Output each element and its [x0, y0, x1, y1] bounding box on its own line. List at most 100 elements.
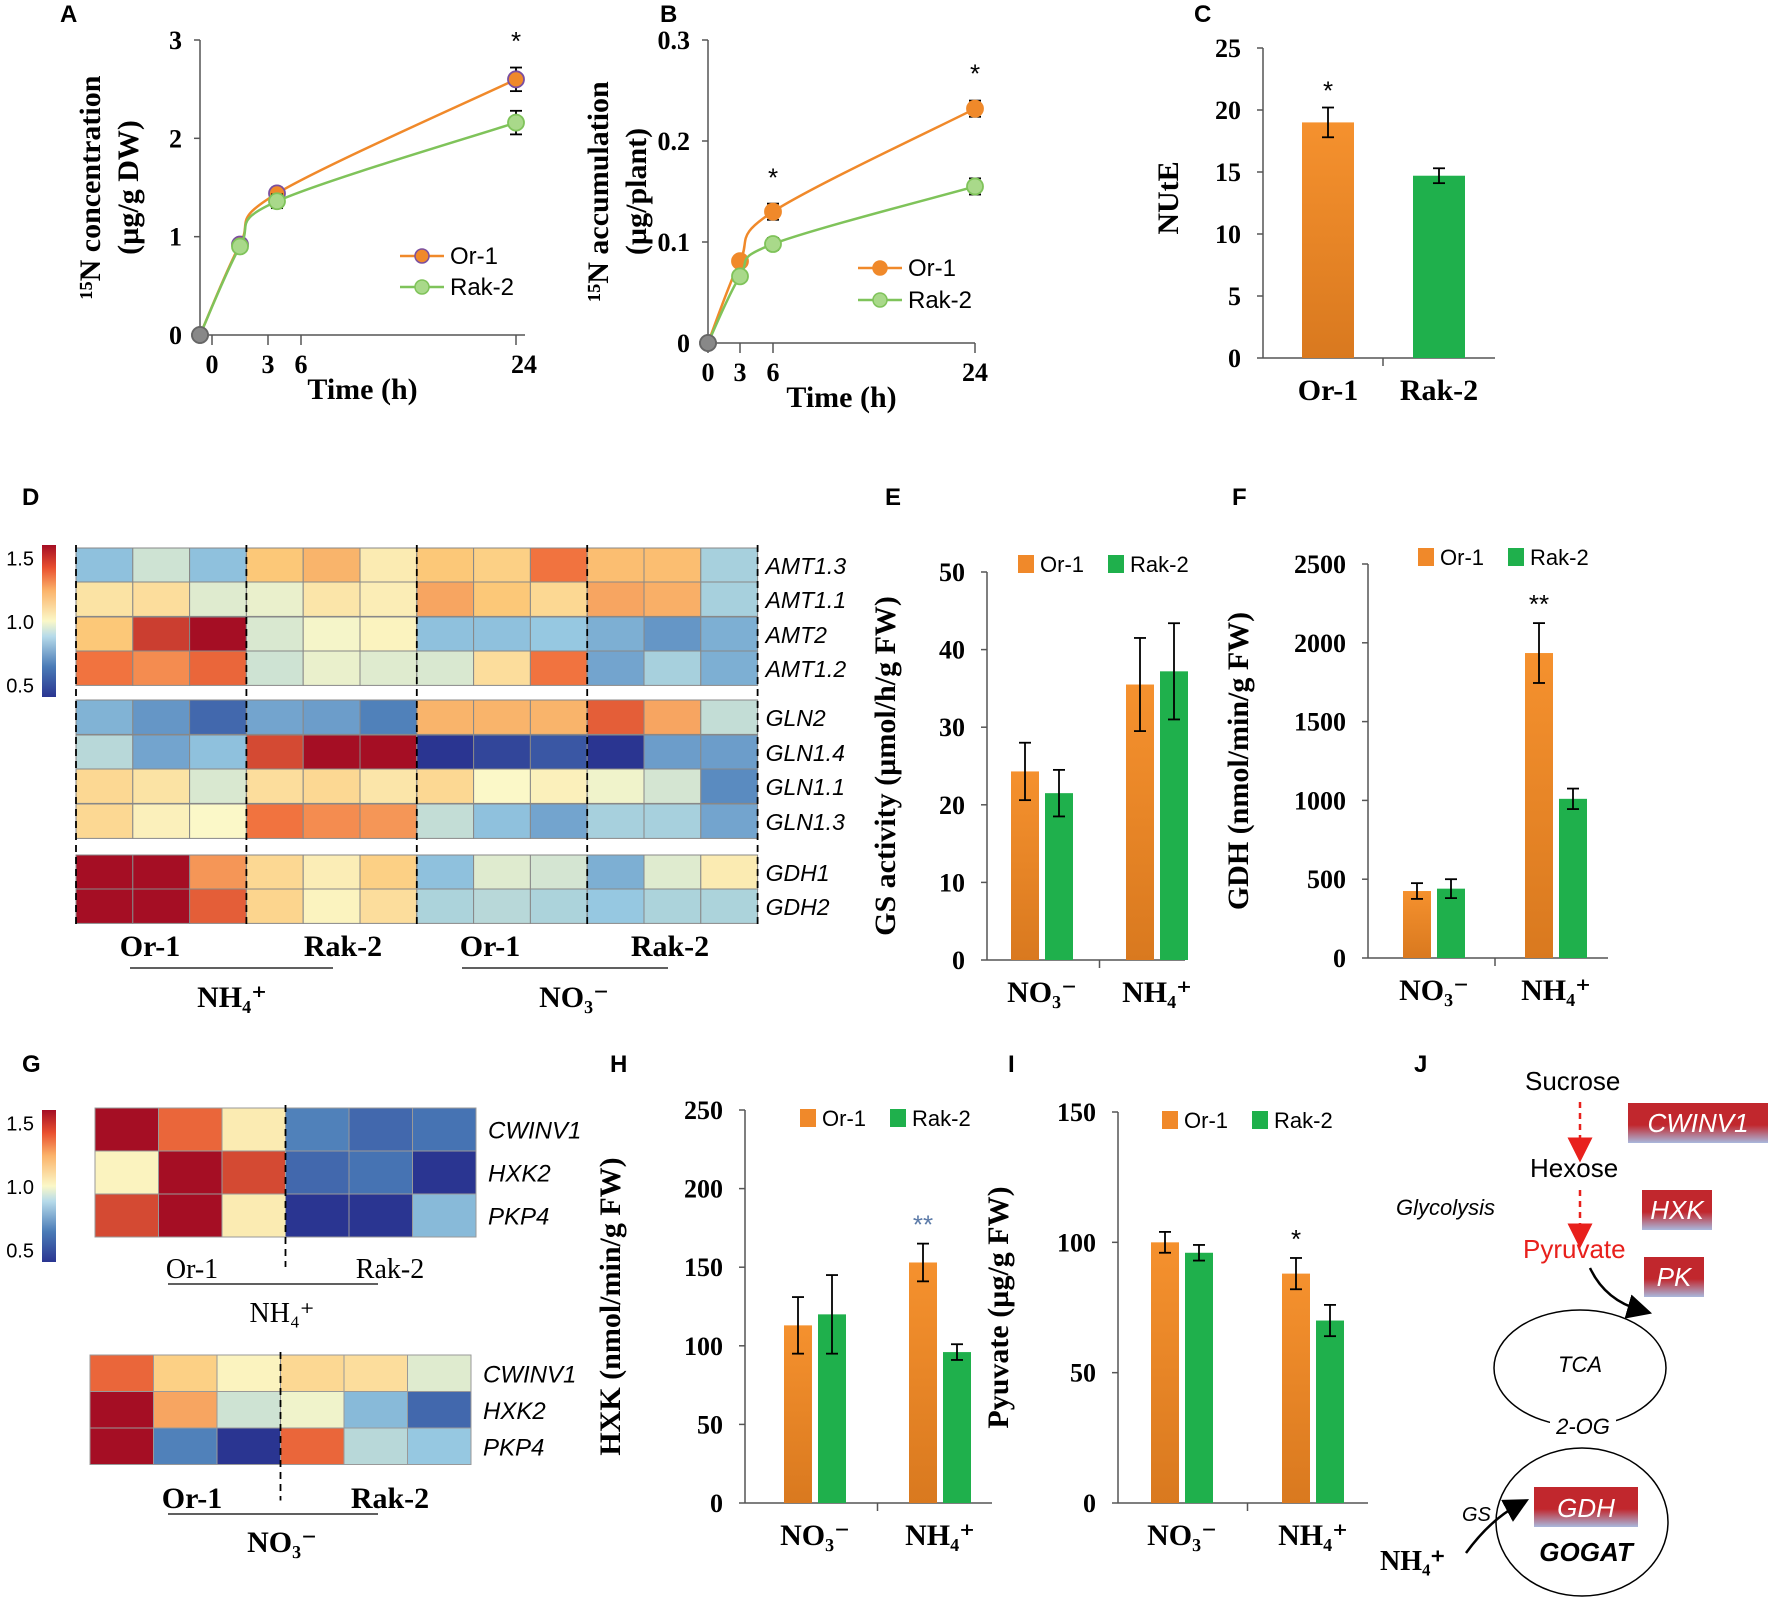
legend: Or-1 Rak-2	[1418, 545, 1589, 570]
gene-label: GLN1.1	[766, 774, 845, 800]
y-tick-label: 15	[1215, 158, 1241, 187]
gene-label: CWINV1	[483, 1361, 576, 1388]
panel-h-bar-chart: 0 50 100 150 200 250 NO₃⁻ NH₄⁺ ** Or-1 Rak-2 HXK (n…	[594, 1096, 992, 1552]
y-tick-label: 100	[1057, 1228, 1096, 1257]
two-og-label: 2-OG	[1555, 1414, 1610, 1439]
data-point-rak-2	[268, 192, 286, 211]
y-tick-label: 200	[684, 1175, 723, 1204]
legend: Or-1 Rak-2	[858, 255, 972, 314]
column-group-label: Or-1	[166, 1254, 218, 1285]
heatmap-cell	[643, 547, 702, 583]
bar-rak-2	[943, 1352, 971, 1503]
bar-or-1	[1011, 771, 1039, 960]
heatmap-cell	[245, 616, 304, 652]
heatmap-cell	[280, 1354, 345, 1392]
panel-letter-b: B	[660, 1, 677, 28]
legend-or1-swatch	[1162, 1111, 1178, 1129]
y-axis-label-line1: ¹⁵N accumulation	[582, 81, 615, 302]
heatmap-cell	[94, 1150, 159, 1195]
heatmap-cell	[586, 734, 645, 770]
heatmap-cell	[189, 547, 247, 583]
bar-or-1	[1525, 653, 1553, 958]
heatmap-cell	[302, 888, 361, 924]
significance-star: *	[1323, 76, 1333, 106]
y-tick-label: 20	[1215, 96, 1241, 125]
y-tick-label: 3	[169, 26, 182, 55]
heatmap-cell	[359, 699, 418, 735]
bar-rak-2	[1045, 793, 1073, 960]
legend-rak2-swatch	[890, 1109, 906, 1127]
heatmap-cell	[359, 803, 418, 839]
heatmap-cell	[343, 1354, 408, 1392]
treatment-label: NO₃⁻	[539, 981, 609, 1014]
heatmap-cell	[280, 1427, 345, 1465]
legend-rak2-swatch	[1108, 555, 1124, 573]
heatmap-cell	[700, 768, 759, 804]
x-tick-label: Or-1	[1298, 374, 1359, 407]
y-axis-label-line2: (µg/plant)	[620, 128, 653, 255]
heatmap-cell	[529, 581, 588, 617]
y-tick-label: 2000	[1294, 629, 1346, 658]
data-point-or-1	[764, 202, 782, 221]
y-tick-label: 1000	[1294, 786, 1346, 815]
heatmap-cell	[285, 1150, 350, 1195]
heatmap-cell	[189, 616, 247, 652]
heatmap-cell	[412, 1193, 477, 1238]
x-tick-label: 0	[702, 358, 715, 387]
pyruvate-to-tca-arrow	[1588, 1267, 1653, 1319]
pyruvate-label: Pyruvate	[1523, 1234, 1626, 1264]
gene-label: GLN1.4	[766, 740, 845, 766]
heatmap-cell	[189, 888, 247, 924]
panel-letter-a: A	[60, 1, 77, 28]
heatmap-cell	[359, 650, 418, 686]
heatmap-cell	[75, 734, 134, 770]
heatmap-cell	[643, 581, 702, 617]
heatmap-cell	[132, 768, 191, 804]
y-tick-label: 5	[1228, 282, 1241, 311]
heatmap-cell	[216, 1391, 281, 1429]
heatmap-cell	[89, 1354, 154, 1392]
heatmap-cell	[216, 1354, 281, 1392]
heatmap-cell	[529, 699, 588, 735]
y-tick-label: 0	[952, 946, 965, 975]
x-tick-label: 6	[295, 350, 308, 379]
heatmap-cell	[700, 854, 759, 890]
data-point-rak-2	[764, 235, 782, 253]
heatmap-cell	[643, 650, 702, 686]
nh4-label: NH₄⁺	[1380, 1546, 1445, 1577]
color-scale-bar	[42, 545, 56, 697]
bar-rak-2	[1437, 888, 1465, 958]
sucrose-label: Sucrose	[1525, 1066, 1620, 1096]
gene-label: GDH1	[766, 860, 830, 886]
heatmap-cell	[473, 616, 531, 652]
y-tick-label: 50	[697, 1410, 723, 1439]
heatmap-cell	[473, 547, 531, 583]
heatmap-cell	[359, 547, 418, 583]
y-tick-label: 250	[684, 1096, 723, 1125]
heatmap-cell	[407, 1427, 472, 1465]
nh4-to-gs-arrow	[1464, 1499, 1530, 1554]
heatmap-cell	[285, 1193, 350, 1238]
heatmap-cell	[586, 547, 645, 583]
heatmap-cell	[302, 699, 361, 735]
color-scale-tick: 1.5	[6, 1114, 34, 1136]
panel-letter-h: H	[610, 1051, 627, 1078]
y-tick-label: 30	[939, 713, 965, 742]
enzyme-box-cwinv1	[1628, 1103, 1768, 1143]
enzyme-label-gdh: GDH	[1557, 1493, 1615, 1523]
y-tick-label: 40	[939, 636, 965, 665]
y-tick-label: 0	[710, 1489, 723, 1518]
x-tick-label: Rak-2	[1400, 374, 1478, 407]
bar-rak-2	[1316, 1320, 1344, 1503]
y-tick-label: 20	[939, 791, 965, 820]
heatmap-cell	[643, 734, 702, 770]
gs-label: GS	[1462, 1504, 1492, 1526]
heatmap-cell	[302, 854, 361, 890]
heatmap-cell	[412, 1107, 477, 1152]
heatmap-cell	[643, 803, 702, 839]
heatmap-cell	[158, 1107, 223, 1152]
panel-letter-g: G	[22, 1051, 41, 1078]
y-tick-label: 0	[1083, 1489, 1096, 1518]
bar-or-1	[1282, 1273, 1310, 1503]
series-line-rak-2	[198, 121, 517, 336]
